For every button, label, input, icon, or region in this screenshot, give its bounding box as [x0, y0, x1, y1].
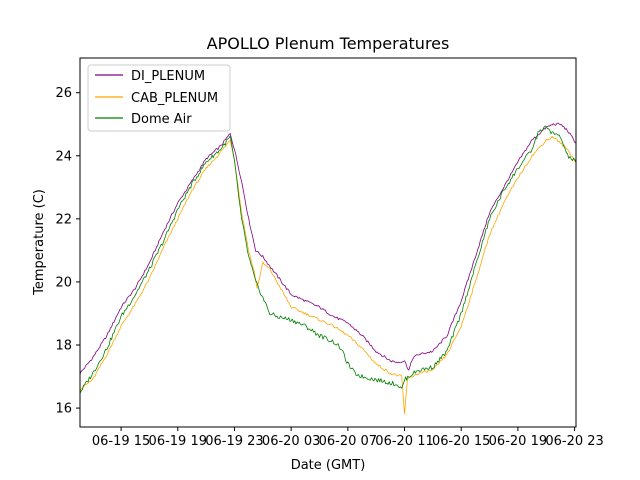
plot-area-frame	[79, 57, 577, 428]
y-tick-label: 20	[55, 275, 72, 290]
legend-label-cab-plenum: CAB_PLENUM	[131, 91, 218, 106]
series-layer	[79, 122, 577, 415]
x-tick-label: 06-19 19	[149, 434, 207, 449]
y-tick-label: 18	[55, 339, 72, 354]
x-tick-label: 06-20 11	[375, 434, 433, 449]
x-tick-label: 06-20 23	[545, 434, 603, 449]
legend-label-di-plenum: DI_PLENUM	[131, 69, 205, 84]
y-axis-ticks: 16 18 20 22 24 26	[55, 86, 80, 417]
chart-title: APOLLO Plenum Temperatures	[207, 34, 450, 53]
y-tick-label: 24	[55, 149, 72, 164]
x-axis-label: Date (GMT)	[291, 458, 366, 473]
x-tick-label: 06-20 15	[432, 434, 490, 449]
legend: DI_PLENUM CAB_PLENUM Dome Air	[87, 64, 231, 132]
legend-label-dome-air: Dome Air	[131, 112, 192, 127]
legend-box	[87, 64, 231, 132]
y-axis-label: Temperature (C)	[32, 189, 47, 296]
x-tick-label: 06-19 23	[205, 434, 263, 449]
x-tick-label: 06-20 19	[489, 434, 547, 449]
y-tick-label: 16	[55, 402, 72, 417]
x-tick-label: 06-20 07	[319, 434, 377, 449]
x-tick-label: 06-19 15	[92, 434, 150, 449]
y-tick-label: 22	[55, 212, 72, 227]
x-tick-label: 06-20 03	[262, 434, 320, 449]
y-tick-label: 26	[55, 86, 72, 101]
series-line-di-plenum	[79, 122, 577, 375]
series-line-cab-plenum	[79, 135, 577, 415]
series-line-dome-air	[79, 125, 577, 394]
